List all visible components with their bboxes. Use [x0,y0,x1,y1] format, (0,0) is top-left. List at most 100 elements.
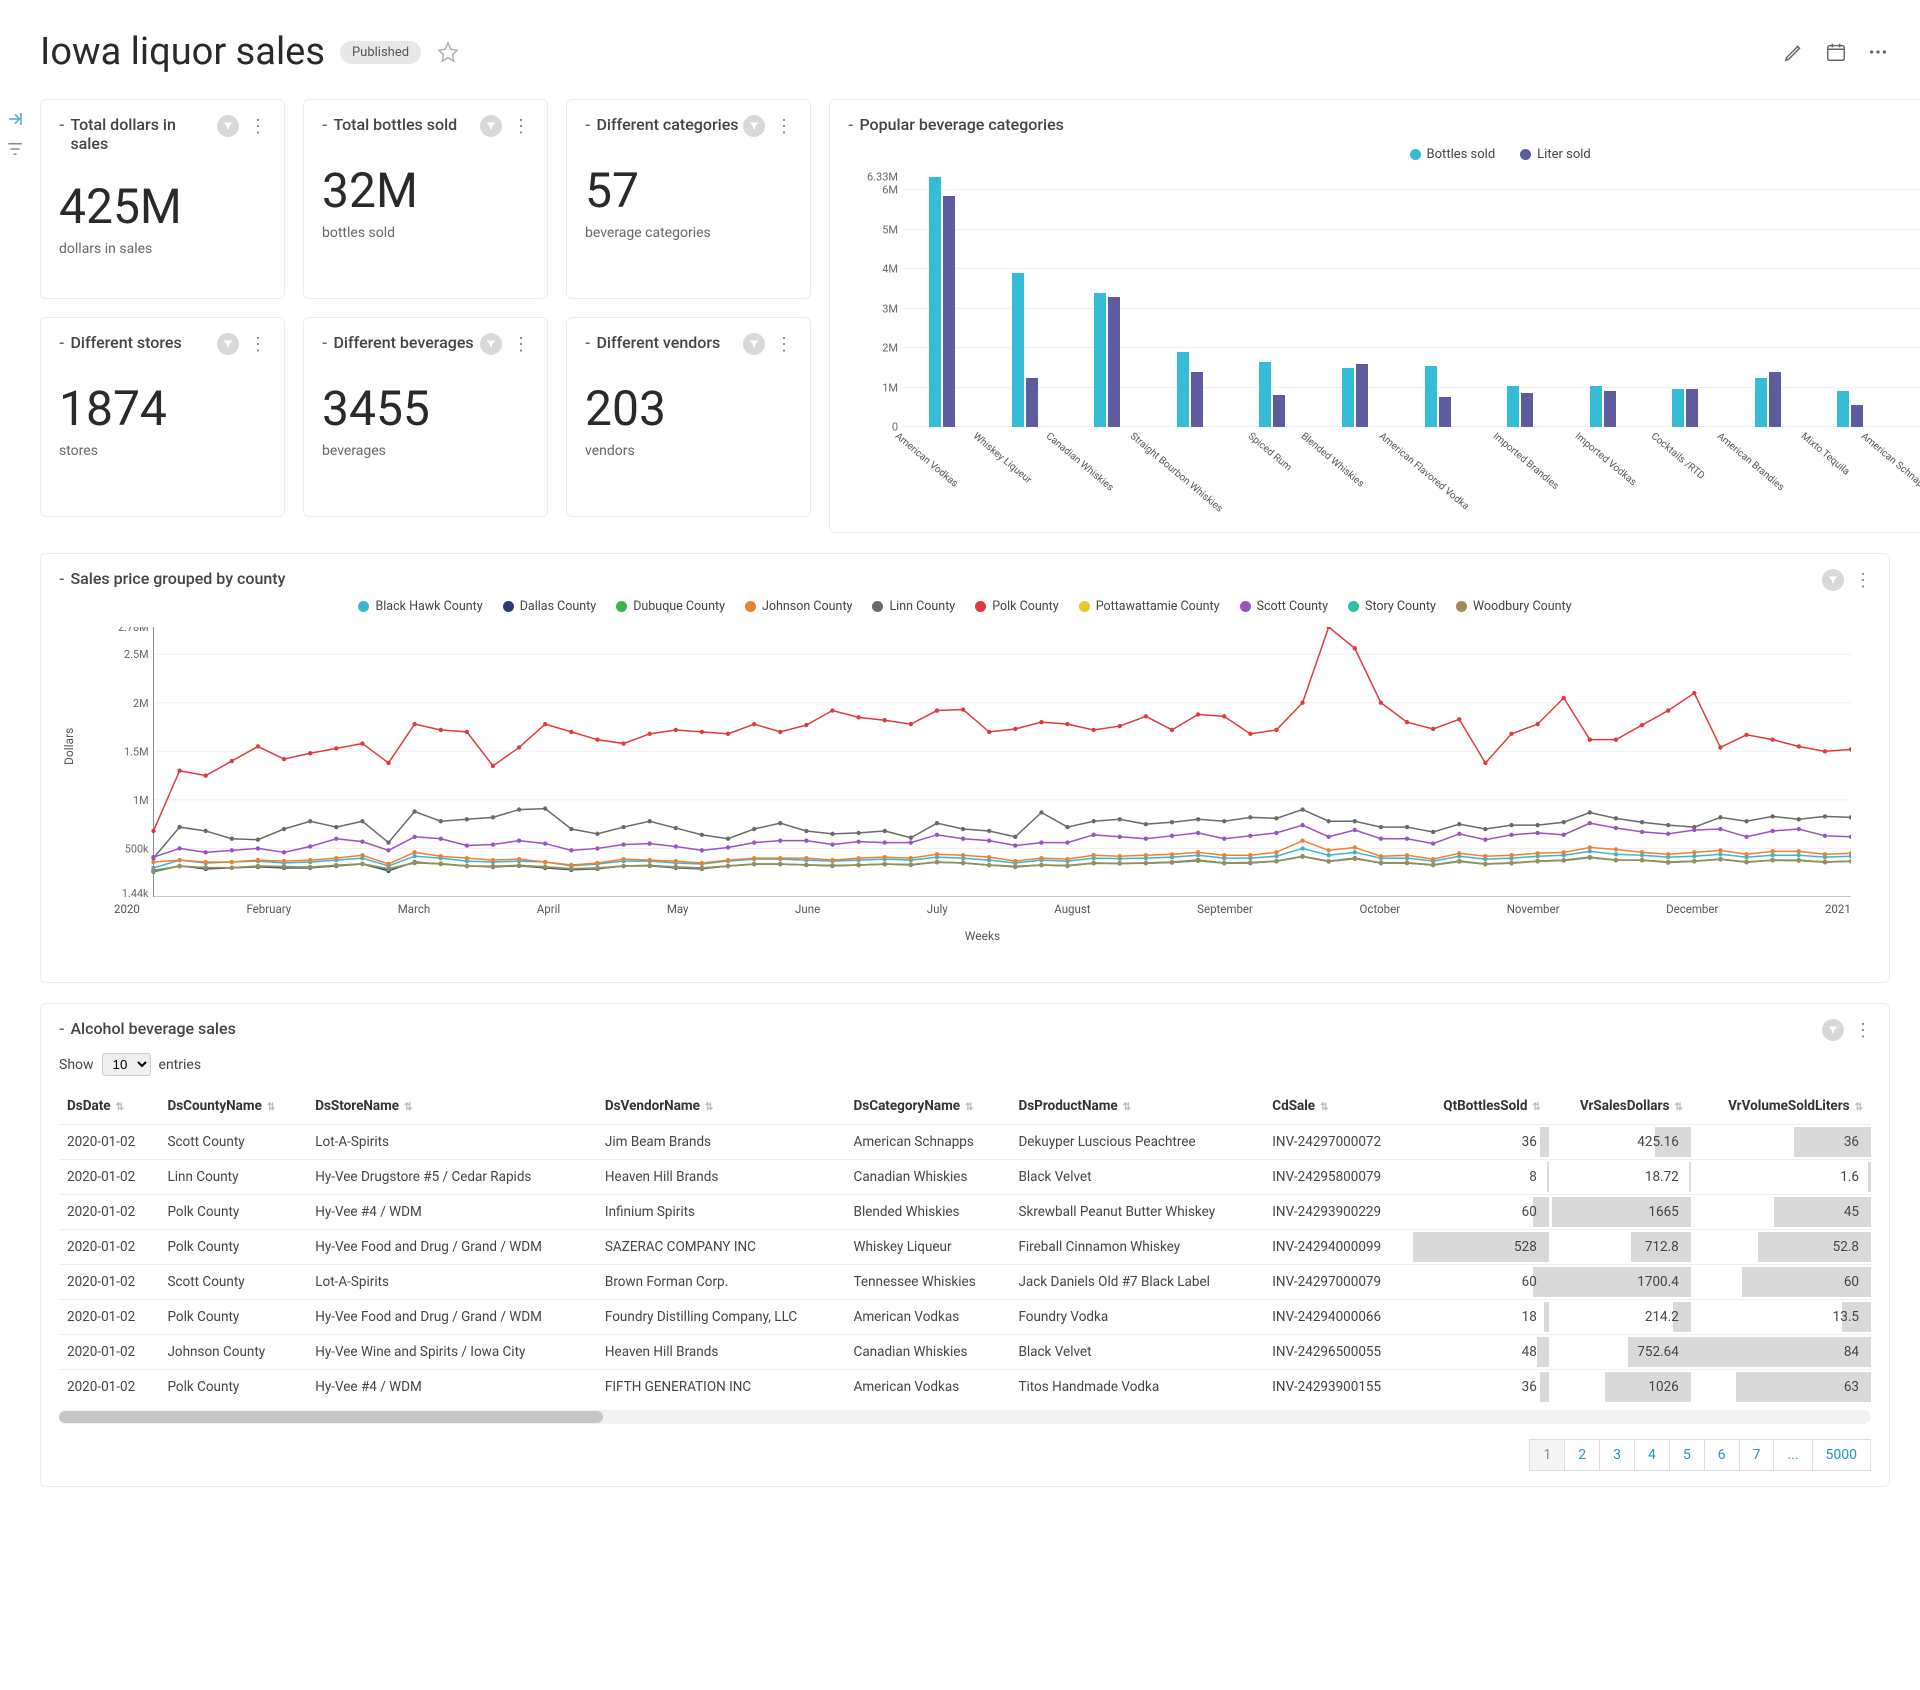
column-header[interactable]: QtBottlesSold⇅ [1413,1088,1549,1125]
column-header[interactable]: DsProductName⇅ [1010,1088,1264,1125]
bar-group[interactable] [1811,177,1890,427]
table-row[interactable]: 2020-01-02Polk CountyHy-Vee Food and Dru… [59,1300,1871,1335]
line-chart-legend: Black Hawk County Dallas County Dubuque Co… [59,599,1871,614]
kpi-value: 203 [585,380,792,437]
card-menu-icon[interactable]: ⋮ [1854,570,1871,591]
card-menu-icon[interactable]: ⋮ [775,116,792,137]
edit-icon[interactable] [1782,40,1806,64]
page-button[interactable]: 2 [1564,1439,1600,1471]
page-button[interactable]: 5 [1669,1439,1705,1471]
column-header[interactable]: DsVendorName⇅ [597,1088,846,1125]
bar-chart-legend: Bottles sold Liter sold [848,147,1920,162]
filter-chip-icon[interactable] [217,333,239,355]
bar-chart-area: 6.33M6M5M4M3M2M1M0 [903,177,1920,427]
legend-item[interactable]: Dallas County [503,599,597,614]
table-row[interactable]: 2020-01-02Polk CountyHy-Vee Food and Dru… [59,1230,1871,1265]
table-row[interactable]: 2020-01-02Scott CountyLot-A-SpiritsJim B… [59,1125,1871,1160]
line-chart-svg: 2.78M2.5M2M1.5M1M500k1.44k [114,627,1851,897]
bar-group[interactable] [1068,177,1147,427]
kpi-sub: bottles sold [322,225,529,241]
bar-group[interactable] [1894,177,1920,427]
kpi-value: 32M [322,162,529,219]
column-header[interactable]: VrSalesDollars⇅ [1549,1088,1691,1125]
horizontal-scrollbar[interactable] [59,1410,1871,1424]
page-title: Iowa liquor sales [40,30,325,74]
table-title: Alcohol beverage sales [70,1019,235,1038]
star-icon[interactable] [436,40,460,64]
legend-item[interactable]: Johnson County [745,599,852,614]
card-menu-icon[interactable]: ⋮ [249,334,266,355]
bar-group[interactable] [1646,177,1725,427]
page-header: Iowa liquor sales Published [40,20,1890,99]
kpi-sub: vendors [585,443,792,459]
x-tick: July [927,902,948,916]
legend-item[interactable]: Pottawattamie County [1079,599,1220,614]
bar-group[interactable] [1233,177,1312,427]
table-row[interactable]: 2020-01-02Johnson CountyHy-Vee Wine and … [59,1335,1871,1370]
status-badge: Published [340,41,421,64]
kpi-card: -Total dollars in sales ⋮ 425M dollars i… [40,99,285,299]
card-menu-icon[interactable]: ⋮ [1854,1020,1871,1041]
x-tick: April [537,902,560,916]
legend-item[interactable]: Black Hawk County [358,599,482,614]
y-axis-label: Dollars [62,727,76,764]
bar-group[interactable] [1563,177,1642,427]
kpi-title: Total bottles sold [333,115,457,134]
column-header[interactable]: DsCountyName⇅ [159,1088,307,1125]
kpi-value: 57 [585,162,792,219]
page-button[interactable]: 6 [1704,1439,1740,1471]
bar-group[interactable] [1398,177,1477,427]
legend-item[interactable]: Scott County [1240,599,1328,614]
kpi-sub: beverages [322,443,529,459]
legend-item[interactable]: Liter sold [1520,147,1591,162]
page-button[interactable]: 1 [1529,1439,1565,1471]
column-header[interactable]: DsDate⇅ [59,1088,159,1125]
table-row[interactable]: 2020-01-02Polk CountyHy-Vee #4 / WDMInfi… [59,1195,1871,1230]
filter-chip-icon[interactable] [217,115,239,137]
column-header[interactable]: CdSale⇅ [1264,1088,1413,1125]
table-row[interactable]: 2020-01-02Polk CountyHy-Vee #4 / WDMFIFT… [59,1370,1871,1405]
filter-icon[interactable] [6,140,26,160]
filter-chip-icon[interactable] [743,333,765,355]
filter-chip-icon[interactable] [480,333,502,355]
column-header[interactable]: VrVolumeSoldLiters⇅ [1691,1088,1871,1125]
bar-group[interactable] [1316,177,1395,427]
page-button[interactable]: 7 [1739,1439,1775,1471]
card-menu-icon[interactable]: ⋮ [249,116,266,137]
bar-group[interactable] [903,177,982,427]
legend-item[interactable]: Bottles sold [1410,147,1496,162]
page-button[interactable]: ... [1773,1439,1812,1471]
page-button[interactable]: 3 [1599,1439,1635,1471]
svg-text:2.78M: 2.78M [118,627,149,634]
legend-item[interactable]: Story County [1348,599,1436,614]
legend-item[interactable]: Dubuque County [616,599,725,614]
legend-item[interactable]: Woodbury County [1456,599,1572,614]
filter-chip-icon[interactable] [480,115,502,137]
more-icon[interactable] [1866,40,1890,64]
column-header[interactable]: DsStoreName⇅ [307,1088,597,1125]
column-header[interactable]: DsCategoryName⇅ [846,1088,1011,1125]
card-menu-icon[interactable]: ⋮ [512,334,529,355]
page-button[interactable]: 4 [1634,1439,1670,1471]
expand-panel-icon[interactable] [6,110,26,130]
legend-item[interactable]: Linn County [872,599,955,614]
filter-chip-icon[interactable] [1822,569,1844,591]
card-menu-icon[interactable]: ⋮ [775,334,792,355]
filter-chip-icon[interactable] [743,115,765,137]
bar-group[interactable] [1728,177,1807,427]
x-tick: May [667,902,689,916]
bar-group[interactable] [1481,177,1560,427]
table-row[interactable]: 2020-01-02Linn CountyHy-Vee Drugstore #5… [59,1160,1871,1195]
table-row[interactable]: 2020-01-02Scott CountyLot-A-SpiritsBrown… [59,1265,1871,1300]
x-tick: 2021 [1825,902,1851,916]
kpi-value: 3455 [322,380,529,437]
calendar-icon[interactable] [1824,40,1848,64]
legend-item[interactable]: Polk County [975,599,1058,614]
svg-text:2.5M: 2.5M [124,648,148,661]
page-button[interactable]: 5000 [1812,1439,1871,1471]
page-size-select[interactable]: 10 [102,1053,151,1076]
bar-group[interactable] [1151,177,1230,427]
filter-chip-icon[interactable] [1822,1019,1844,1041]
bar-group[interactable] [986,177,1065,427]
card-menu-icon[interactable]: ⋮ [512,116,529,137]
